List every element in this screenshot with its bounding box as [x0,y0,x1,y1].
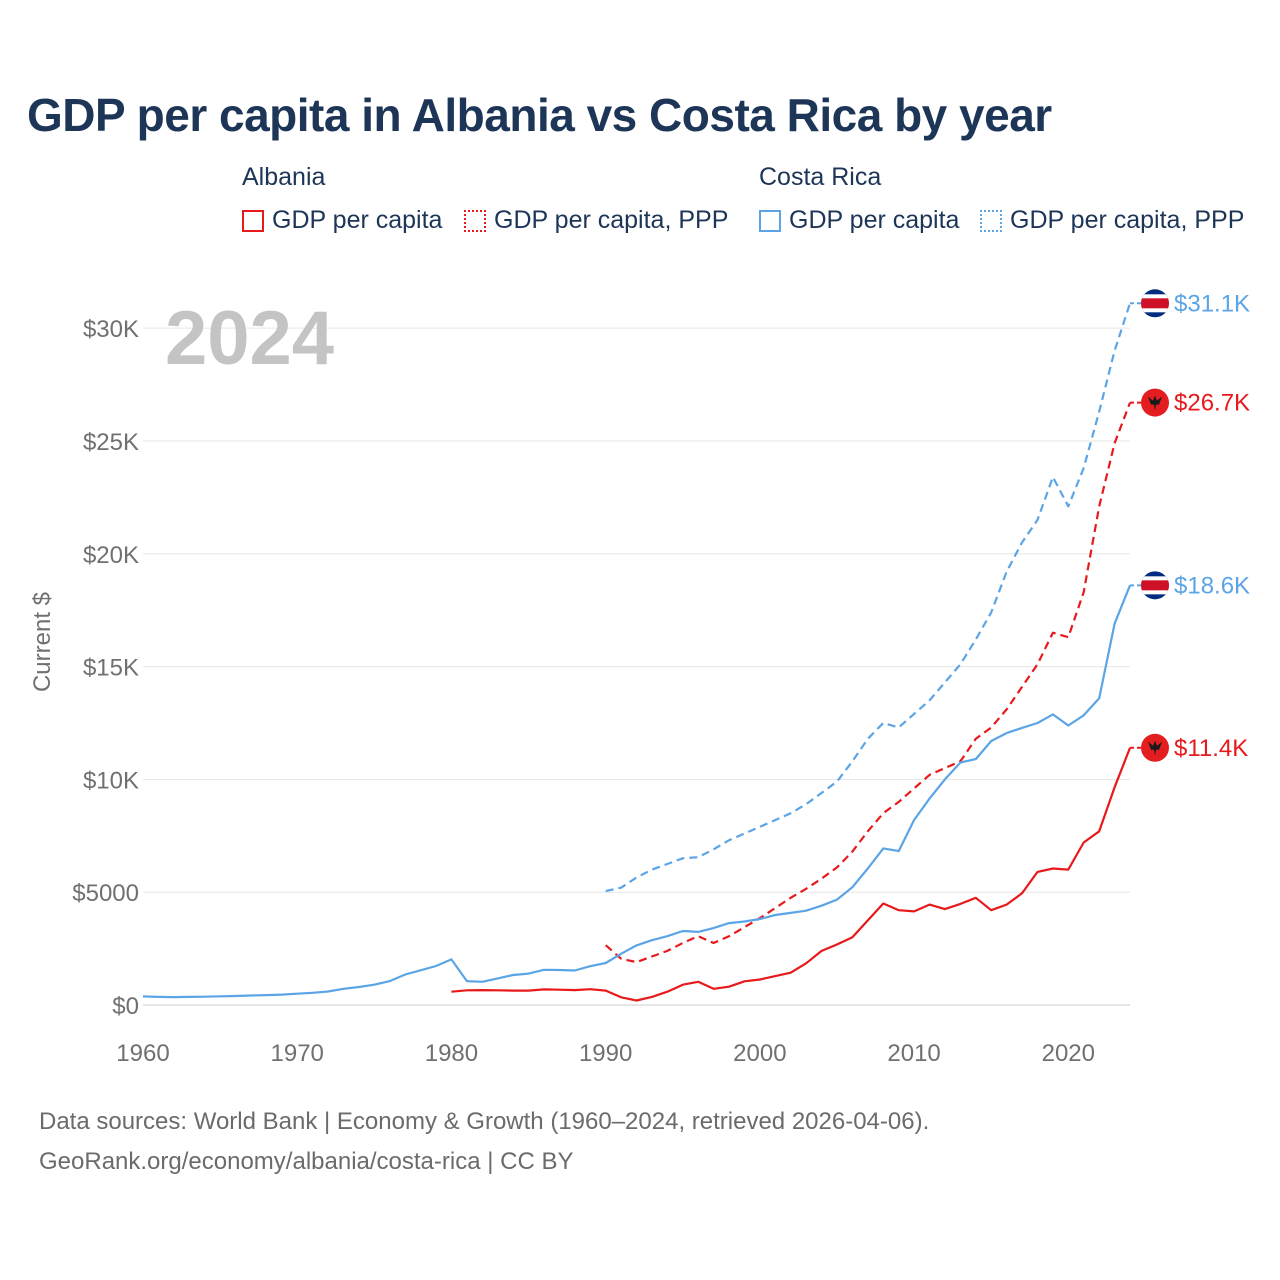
x-tick-label: 1960 [116,1040,169,1067]
y-tick-label: $10K [83,767,139,794]
end-value-label: $11.4K [1174,735,1248,762]
albania-flag-icon [1141,733,1169,762]
y-tick-label: $15K [83,655,139,682]
end-value-label: $31.1K [1174,290,1250,317]
footer-credit[interactable]: GeoRank.org/economy/albania/costa-rica |… [39,1148,574,1175]
series-line[interactable] [451,747,1132,1002]
legend-label: GDP per capita [272,206,443,234]
series-line[interactable] [604,402,1132,964]
year-watermark: 2024 [165,296,335,381]
y-tick-label: $20K [83,542,139,569]
legend-swatch-solid [759,209,781,232]
costa-rica-flag-icon [1141,571,1169,600]
y-axis-label: Current $ [29,591,56,693]
series-line[interactable] [142,584,1132,999]
y-axis-ticks: $0 $5000 $10K $15K $20K $25K $30K [72,316,139,1020]
albania-flag-icon [1141,388,1169,417]
y-tick-label: $30K [83,316,139,343]
costa-rica-flag-icon [1141,289,1169,318]
footer-sources: Data sources: World Bank | Economy & Gro… [39,1108,930,1135]
y-tick-label: $0 [112,993,139,1020]
x-tick-label: 1970 [271,1040,324,1067]
legend-swatch-dotted [980,209,1002,232]
legend-albania-gdp-ppp[interactable]: GDP per capita, PPP [464,206,728,235]
end-value-label: $18.6K [1174,572,1250,599]
legend-albania-gdp[interactable]: GDP per capita [242,206,442,235]
x-tick-label: 2010 [887,1040,940,1067]
series-endpoints: $31.1K $26.7K $18.6K $11.4K [1130,289,1250,762]
series-lines [142,302,1132,1002]
legend-costa-rica-gdp-ppp[interactable]: GDP per capita, PPP [980,206,1244,235]
y-tick-label: $25K [83,429,139,456]
x-tick-label: 1980 [425,1040,478,1067]
legend-group-albania: Albania [242,163,326,191]
x-tick-label: 2020 [1042,1040,1095,1067]
gridlines [143,327,1130,1006]
chart-title: GDP per capita in Albania vs Costa Rica … [27,89,1052,141]
x-axis-ticks: 1960 1970 1980 1990 2000 2010 2020 [116,1040,1095,1067]
x-tick-label: 1990 [579,1040,632,1067]
series-line[interactable] [605,302,1132,893]
legend-label: GDP per capita, PPP [1010,206,1245,234]
x-tick-label: 2000 [733,1040,786,1067]
legend-costa-rica-gdp[interactable]: GDP per capita [759,206,959,235]
legend-label: GDP per capita, PPP [494,206,729,234]
end-value-label: $26.7K [1174,390,1250,417]
y-tick-label: $5000 [72,880,139,907]
legend-group-costa-rica: Costa Rica [759,163,882,191]
legend-swatch-dotted [464,209,486,232]
legend-label: GDP per capita [789,206,960,234]
legend-swatch-solid [242,209,264,232]
